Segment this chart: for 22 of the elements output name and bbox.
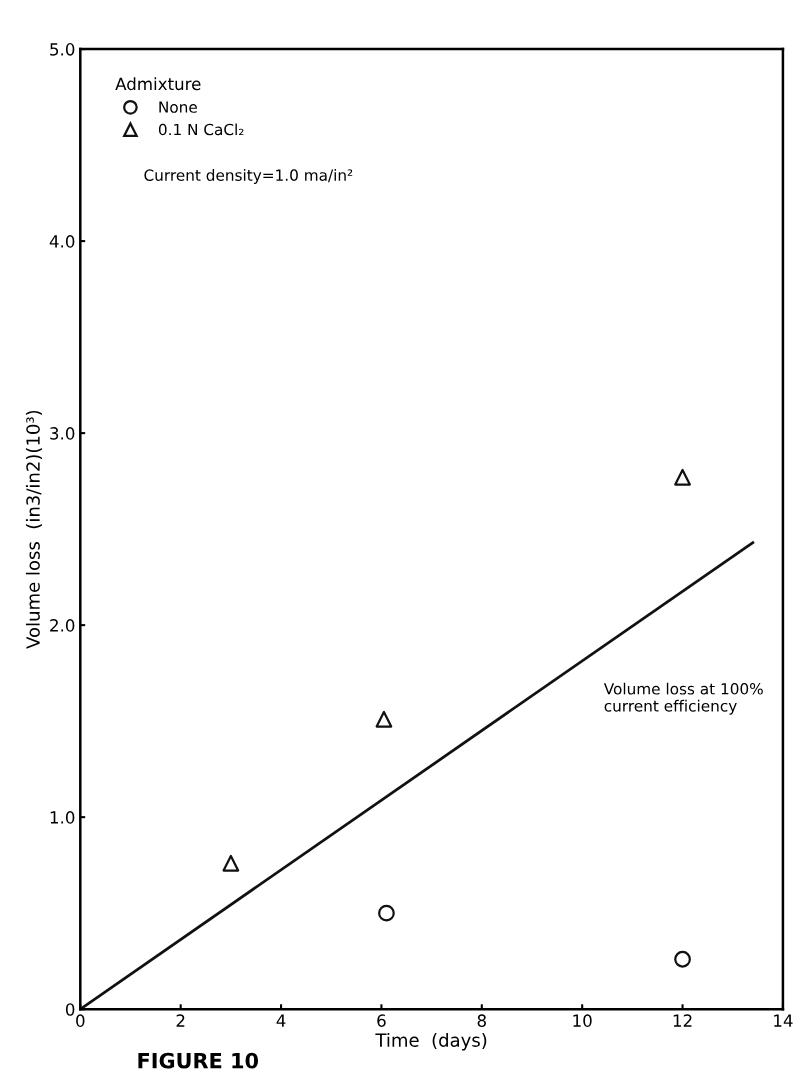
x-tick-label: 6 (377, 1014, 386, 1027)
y-tick-label: 2.0 (50, 619, 75, 632)
x-tick-label: 2 (176, 1014, 185, 1027)
x-tick-label: 10 (573, 1014, 592, 1027)
caption: FIGURE 10 (138, 1052, 259, 1069)
y-tick-label: 1.0 (50, 811, 75, 824)
x-tick-label: 8 (477, 1014, 486, 1027)
x-tick-label: 14 (774, 1014, 793, 1027)
legend-label: 0.1 N CaCl₂ (158, 123, 244, 136)
y-tick-label: 0 (65, 1003, 75, 1016)
annotation: Volume loss at 100% current efficiency (603, 682, 763, 715)
x-tick-label: 4 (276, 1014, 286, 1027)
y-tick-label: 4.0 (49, 235, 75, 248)
x-tick-label: 12 (673, 1014, 692, 1027)
annotation: Current density=1.0 ma/in² (144, 169, 353, 184)
legend-label: None (159, 101, 197, 113)
y-axis-title: Volume loss (in3/in2)(10³) (25, 410, 42, 649)
legend-title: Admixture (115, 77, 201, 91)
x-tick-label: 0 (76, 1014, 85, 1027)
x-axis-title: Time (days) (375, 1032, 487, 1051)
y-tick-label: 3.0 (50, 427, 75, 440)
y-tick-label: 5.0 (50, 43, 75, 56)
